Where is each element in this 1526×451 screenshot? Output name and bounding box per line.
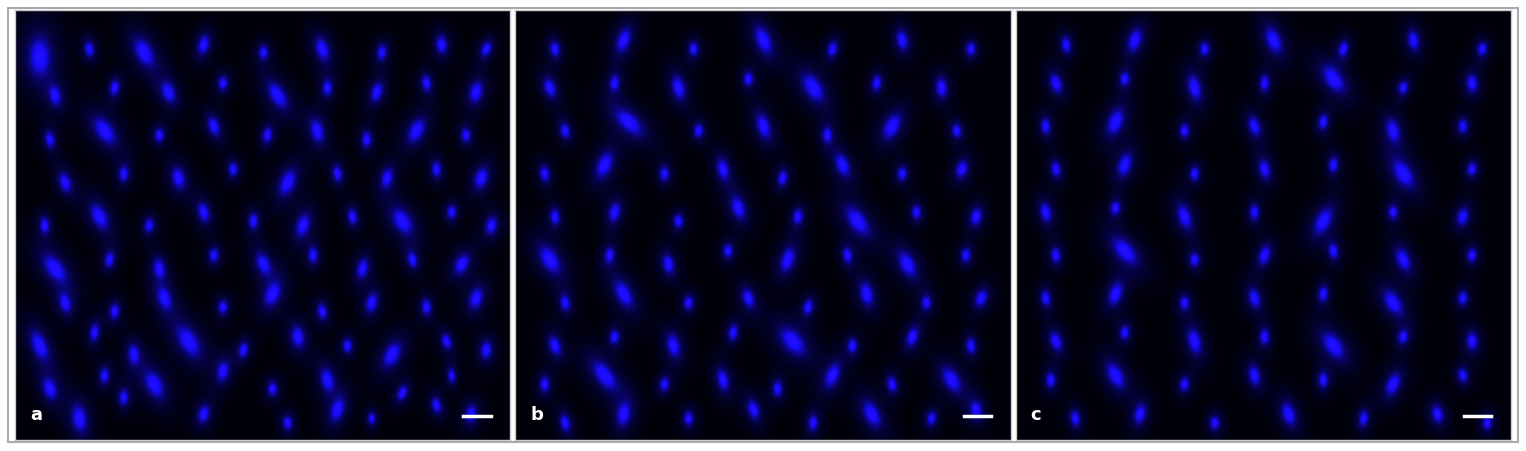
- Text: a: a: [31, 405, 43, 423]
- Text: c: c: [1030, 405, 1041, 423]
- Text: b: b: [530, 405, 543, 423]
